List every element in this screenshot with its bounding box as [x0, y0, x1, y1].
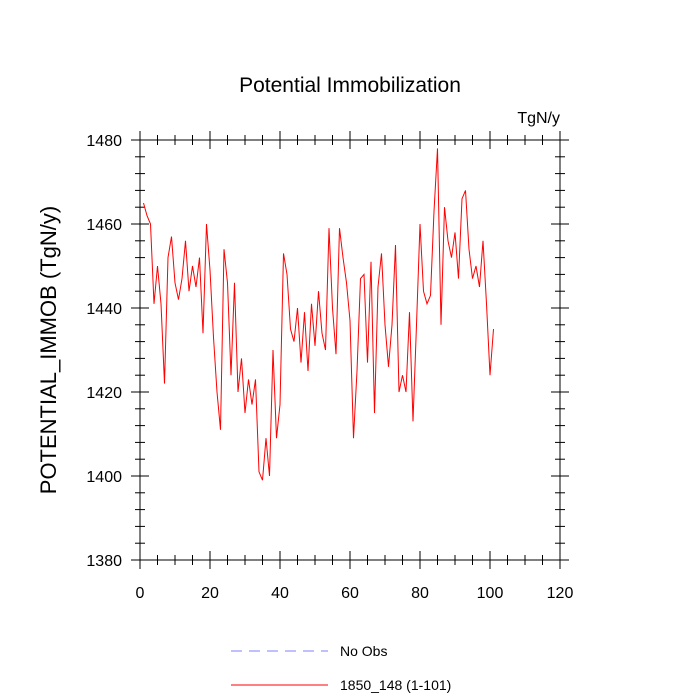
legend-label: 1850_148 (1-101) — [340, 677, 451, 693]
x-tick-label: 40 — [271, 585, 289, 602]
x-tick-label: 0 — [136, 585, 145, 602]
y-tick-label: 1400 — [86, 469, 122, 486]
y-tick-label: 1480 — [86, 133, 122, 150]
series-layer — [143, 148, 494, 481]
axis-ticks — [131, 131, 569, 569]
series-line — [143, 148, 494, 481]
plot-frame — [139, 139, 561, 561]
x-tick-label: 120 — [547, 585, 574, 602]
y-tick-label: 1420 — [86, 385, 122, 402]
x-tick-label: 100 — [477, 585, 504, 602]
chart-title: Potential Immobilization — [239, 74, 461, 97]
x-tick-label: 20 — [201, 585, 219, 602]
y-tick-label: 1380 — [86, 553, 122, 570]
legend: No Obs 1850_148 (1-101) — [231, 643, 451, 693]
x-tick-label: 80 — [411, 585, 429, 602]
units-label: TgN/y — [517, 110, 560, 127]
legend-label: No Obs — [340, 643, 387, 659]
y-tick-label: 1440 — [86, 301, 122, 318]
y-axis-label: POTENTIAL_IMMOB (TgN/y) — [36, 206, 61, 494]
axis-tick-labels: 0 20 40 60 80 100 120 1380 1400 1420 1440 1460 1480 — [86, 133, 573, 602]
x-tick-label: 60 — [341, 585, 359, 602]
y-tick-label: 1460 — [86, 217, 122, 234]
